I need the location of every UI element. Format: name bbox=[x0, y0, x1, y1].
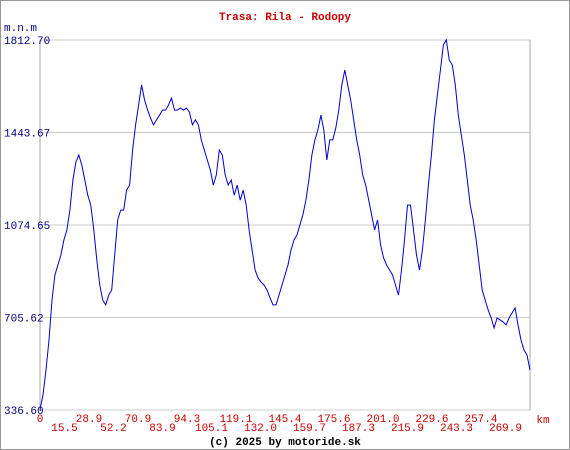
x-tick-label: 119.1 bbox=[219, 414, 252, 426]
y-tick-label: 1812.70 bbox=[4, 36, 50, 48]
x-tick-label: 145.4 bbox=[268, 414, 301, 426]
x-tick-label: 15.5 bbox=[51, 423, 77, 435]
x-tick-label: 243.3 bbox=[440, 423, 473, 435]
x-tick-label: 52.2 bbox=[100, 423, 126, 435]
x-tick-label: 28.9 bbox=[76, 414, 102, 426]
x-tick-label: 70.9 bbox=[125, 414, 151, 426]
y-tick-label: 1443.67 bbox=[4, 129, 50, 141]
x-tick-label: 229.6 bbox=[415, 414, 448, 426]
y-tick-label: 336.60 bbox=[4, 406, 44, 418]
x-tick-label: 0 bbox=[37, 414, 44, 426]
x-tick-label: 187.3 bbox=[342, 423, 375, 435]
x-tick-label: 215.9 bbox=[391, 423, 424, 435]
x-tick-label: 105.1 bbox=[195, 423, 228, 435]
y-tick-label: 705.62 bbox=[4, 314, 44, 326]
x-tick-label: 257.4 bbox=[464, 414, 497, 426]
footer: (c) 2025 by motoride.sk bbox=[209, 437, 361, 449]
y-tick-label: 1074.65 bbox=[4, 221, 50, 233]
elevation-line bbox=[39, 38, 531, 410]
x-tick-label: 159.7 bbox=[293, 423, 326, 435]
x-tick-label: 132.0 bbox=[244, 423, 277, 435]
chart-title: Trasa: Rila - Rodopy bbox=[219, 12, 351, 24]
x-tick-label: 175.6 bbox=[317, 414, 350, 426]
x-unit: km bbox=[536, 415, 550, 427]
x-tick-label: 94.3 bbox=[174, 414, 200, 426]
x-tick-label: 269.9 bbox=[489, 423, 522, 435]
x-tick-label: 83.9 bbox=[149, 423, 175, 435]
y-axis-label: m.n.m bbox=[4, 23, 37, 35]
x-tick-label: 201.0 bbox=[366, 414, 399, 426]
